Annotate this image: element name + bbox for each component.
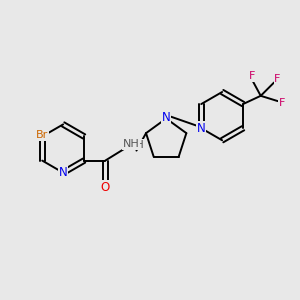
Text: N: N bbox=[197, 122, 206, 135]
Text: Br: Br bbox=[36, 130, 48, 140]
Text: NH: NH bbox=[123, 139, 140, 149]
Text: N: N bbox=[59, 166, 68, 179]
Text: F: F bbox=[279, 98, 285, 108]
Text: N: N bbox=[162, 110, 171, 124]
Text: O: O bbox=[100, 181, 110, 194]
Text: F: F bbox=[274, 74, 281, 84]
Text: F: F bbox=[248, 71, 255, 81]
Text: NH: NH bbox=[128, 140, 144, 150]
